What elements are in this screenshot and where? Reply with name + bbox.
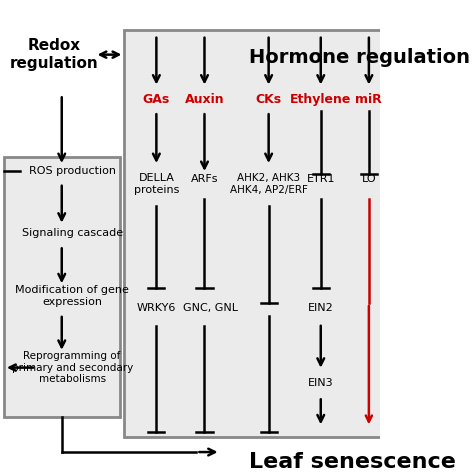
- Text: Ethylene: Ethylene: [290, 93, 351, 106]
- Text: Modification of gene
expression: Modification of gene expression: [15, 285, 129, 307]
- Text: Hormone regulation: Hormone regulation: [248, 48, 470, 67]
- Text: EIN2: EIN2: [308, 303, 334, 313]
- Bar: [4, 157, 120, 417]
- Text: GAs: GAs: [143, 93, 170, 106]
- Text: Signaling cascade: Signaling cascade: [22, 228, 123, 238]
- Text: Leaf senescence: Leaf senescence: [248, 452, 456, 472]
- Text: miR: miR: [356, 93, 382, 106]
- Text: WRKY6: WRKY6: [137, 303, 176, 313]
- Text: ROS production: ROS production: [28, 166, 116, 176]
- Text: DELLA
proteins: DELLA proteins: [134, 173, 179, 195]
- Text: EIN3: EIN3: [308, 377, 334, 388]
- Text: Reprogramming of
primary and secondary
metabolisms: Reprogramming of primary and secondary m…: [11, 351, 133, 384]
- Text: Redox
regulation: Redox regulation: [10, 38, 99, 71]
- Bar: [124, 30, 385, 437]
- Text: LO: LO: [362, 174, 376, 184]
- Text: CKs: CKs: [255, 93, 282, 106]
- Text: ETR1: ETR1: [307, 174, 335, 184]
- Text: ARFs: ARFs: [191, 174, 218, 184]
- Text: Auxin: Auxin: [185, 93, 224, 106]
- Text: AHK2, AHK3
AHK4, AP2/ERF: AHK2, AHK3 AHK4, AP2/ERF: [230, 173, 308, 195]
- Text: GNC, GNL: GNC, GNL: [183, 303, 238, 313]
